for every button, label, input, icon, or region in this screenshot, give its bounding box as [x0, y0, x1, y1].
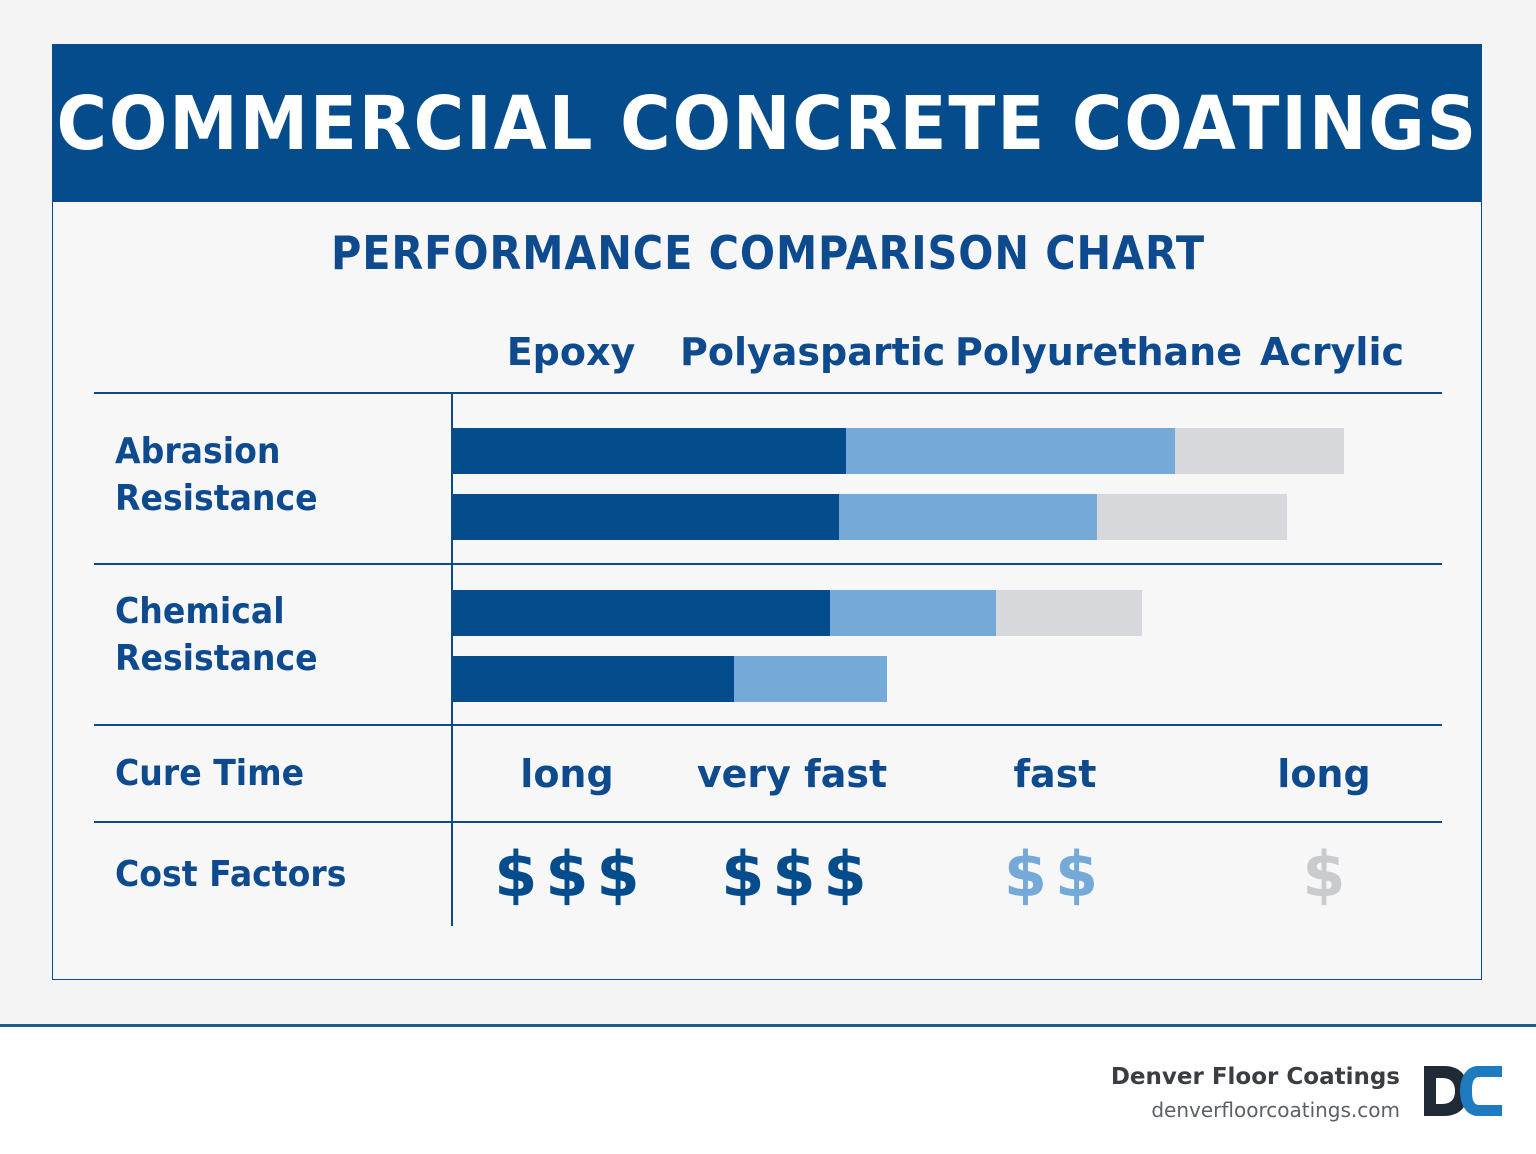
- cost-epoxy: $$$: [494, 838, 648, 911]
- footer-divider: [0, 1024, 1536, 1027]
- cost-acrylic: $: [1302, 838, 1354, 911]
- cure-time-polyurethane: fast: [1013, 752, 1097, 796]
- row-label-abrasion-line2: Resistance: [115, 478, 318, 519]
- bar-row0-bar1-segment1: [839, 494, 1097, 540]
- chart-title: PERFORMANCE COMPARISON CHART: [330, 226, 1206, 280]
- cure-time-polyaspartic: very fast: [696, 752, 888, 796]
- column-header-acrylic: Acrylic: [1259, 330, 1405, 374]
- row-label-abrasion-line1: Abrasion: [115, 431, 281, 472]
- bar-row1-bar0-segment2: [996, 590, 1142, 636]
- row-label-cost-factors: Cost Factors: [115, 854, 347, 895]
- column-header-polyurethane: Polyurethane: [955, 330, 1243, 374]
- row-label-abrasion: Abrasion Resistance: [115, 428, 318, 522]
- title-banner: COMMERCIAL CONCRETE COATINGS: [53, 45, 1481, 202]
- column-header-epoxy: Epoxy: [506, 330, 636, 374]
- footer: [0, 1027, 1536, 1154]
- cure-time-epoxy: long: [520, 752, 614, 796]
- divider-abrasion: [94, 563, 1442, 565]
- cost-polyurethane: $$: [1003, 838, 1107, 911]
- row-label-chemical-line1: Chemical: [115, 591, 285, 632]
- row-label-chemical: Chemical Resistance: [115, 588, 318, 682]
- row-label-chemical-line2: Resistance: [115, 638, 318, 679]
- main-title: COMMERCIAL CONCRETE COATINGS: [56, 80, 1478, 167]
- row-label-cure-time: Cure Time: [115, 753, 305, 794]
- cost-polyaspartic: $$$: [721, 838, 875, 911]
- bar-row1-bar1-segment0: [452, 656, 734, 702]
- brand-name: Denver Floor Coatings: [1110, 1064, 1400, 1090]
- bar-row1-bar0-segment0: [452, 590, 830, 636]
- divider-header: [94, 392, 1442, 394]
- brand-url: denverfloorcoatings.com: [1151, 1098, 1400, 1122]
- bar-row0-bar0-segment0: [452, 428, 846, 474]
- divider-cure: [94, 821, 1442, 823]
- bar-row0-bar0-segment1: [846, 428, 1175, 474]
- cure-time-acrylic: long: [1277, 752, 1371, 796]
- divider-chemical: [94, 724, 1442, 726]
- bar-row1-bar0-segment1: [830, 590, 996, 636]
- label-column-divider: [451, 393, 453, 926]
- bar-row0-bar1-segment2: [1097, 494, 1287, 540]
- column-header-polyaspartic: Polyaspartic: [680, 330, 946, 374]
- bar-row0-bar0-segment2: [1175, 428, 1344, 474]
- bar-row0-bar1-segment0: [452, 494, 839, 540]
- bar-row1-bar1-segment1: [734, 656, 887, 702]
- brand-logo-icon: [1424, 1066, 1502, 1116]
